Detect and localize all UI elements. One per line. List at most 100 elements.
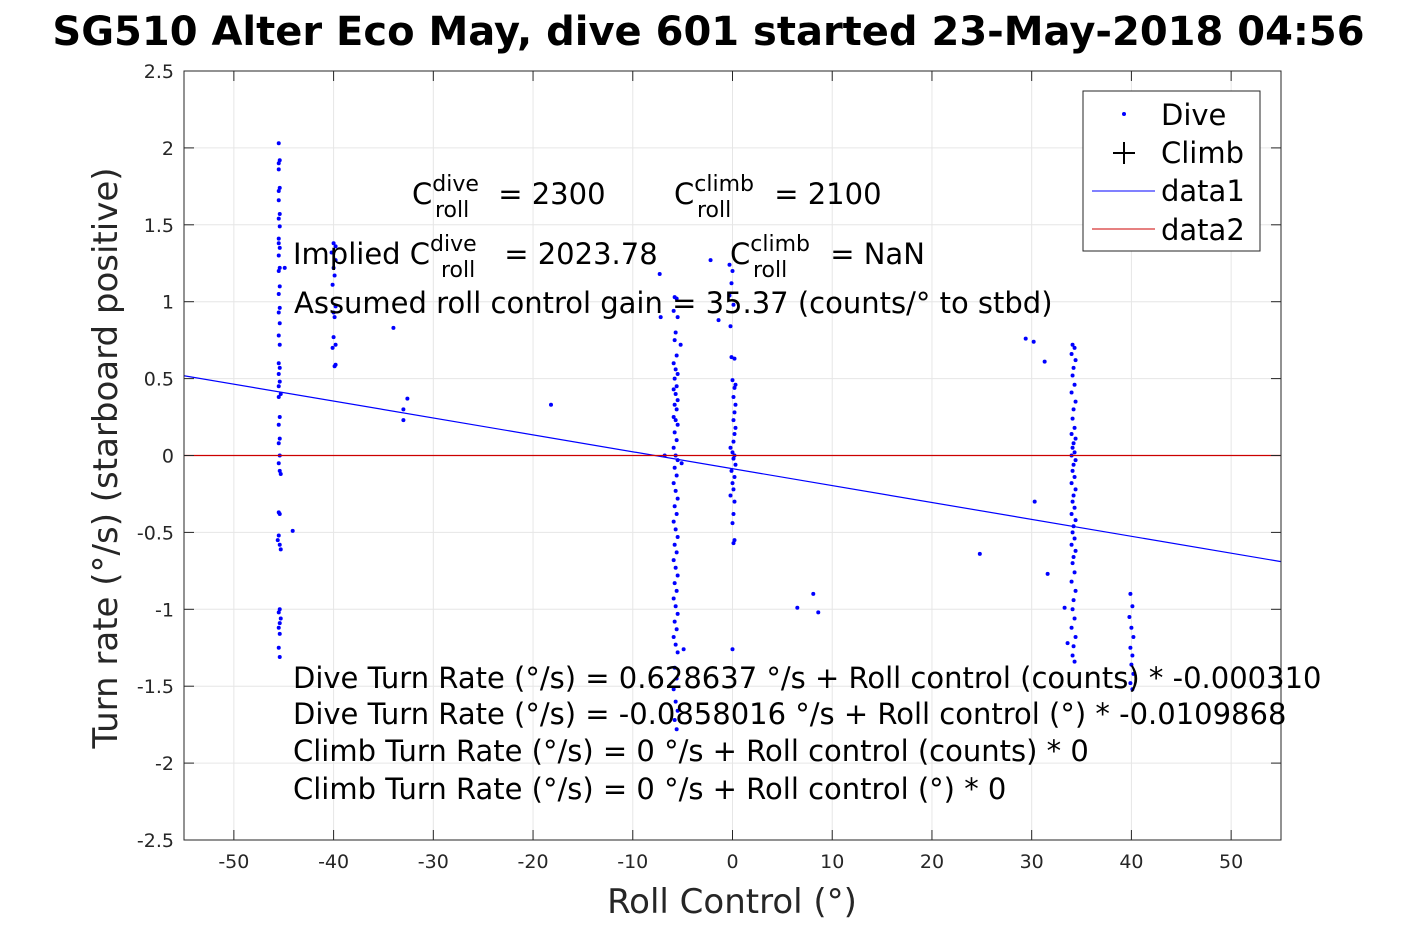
data-point-dive — [671, 415, 676, 420]
data-point-dive — [732, 538, 737, 543]
data-point-dive — [277, 631, 282, 636]
data-point-dive — [672, 402, 677, 407]
data-point-dive — [1069, 431, 1074, 436]
data-point-dive — [1070, 468, 1075, 473]
data-point-dive — [671, 361, 676, 366]
data-point-dive — [731, 418, 736, 423]
data-point-dive — [1069, 579, 1074, 584]
data-point-dive — [733, 425, 738, 430]
data-point-dive — [278, 547, 283, 552]
data-point-dive — [730, 647, 735, 652]
data-point-dive — [1062, 605, 1067, 610]
data-point-dive — [673, 391, 678, 396]
data-point-dive — [391, 325, 396, 330]
data-point-dive — [731, 395, 736, 400]
data-point-dive — [816, 610, 821, 615]
chart-title: SG510 Alter Eco May, dive 601 started 23… — [52, 9, 1364, 55]
data-point-dive — [1071, 407, 1076, 412]
data-point-dive — [1073, 399, 1078, 404]
data-point-dive — [278, 471, 283, 476]
data-point-dive — [795, 605, 800, 610]
data-point-dive — [672, 665, 677, 670]
annotation-equation-dive-counts: Dive Turn Rate (°/s) = 0.628637 °/s + Ro… — [293, 661, 1321, 695]
data-point-dive — [276, 198, 281, 203]
data-point-dive — [278, 391, 283, 396]
data-point-dive — [673, 418, 678, 423]
data-point-dive — [331, 310, 336, 315]
data-point-dive — [1031, 339, 1036, 344]
data-point-dive — [675, 573, 680, 578]
tick-marks — [184, 70, 1281, 841]
data-point-dive — [729, 281, 734, 286]
annotation-roll-gain: Assumed roll control gain = 35.37 (count… — [294, 286, 1053, 320]
data-point-dive — [732, 410, 737, 415]
data-point-dive — [672, 338, 677, 343]
data-point-dive — [1032, 499, 1037, 504]
data-point-dive — [277, 365, 282, 370]
data-point-dive — [674, 511, 679, 516]
data-point-dive — [1071, 493, 1076, 498]
data-point-dive — [671, 687, 676, 692]
data-point-dive — [1045, 571, 1050, 576]
data-point-dive — [333, 258, 338, 263]
data-point-dive — [671, 634, 676, 639]
data-point-dive — [729, 468, 734, 473]
data-point-dive — [276, 645, 281, 650]
data-point-dive — [977, 551, 982, 556]
data-point-dive — [1069, 390, 1074, 395]
legend-label-data2: data2 — [1161, 213, 1245, 247]
data-point-dive — [732, 431, 737, 436]
data-point-dive — [1072, 616, 1077, 621]
data-point-dive — [732, 356, 737, 361]
data-point-dive — [1070, 373, 1075, 378]
data-point-dive — [674, 438, 679, 443]
data-point-dive — [673, 488, 678, 493]
data-point-dive — [276, 292, 281, 297]
data-point-dive — [731, 541, 736, 546]
x-tick-label: -20 — [518, 851, 549, 873]
data-point-dive — [675, 422, 680, 427]
annotation-equation-climb-counts: Climb Turn Rate (°/s) = 0 °/s + Roll con… — [293, 734, 1089, 768]
data-point-dive — [277, 265, 282, 270]
data-point-dive — [1072, 536, 1077, 541]
y-tick-label: -2 — [155, 753, 174, 775]
data-point-dive — [1073, 458, 1078, 463]
data-point-dive — [1069, 625, 1074, 630]
data-point-dive — [1073, 436, 1078, 441]
data-point-dive — [1072, 382, 1077, 387]
data-point-dive — [1071, 598, 1076, 603]
data-point-dive — [1070, 607, 1075, 612]
x-tick-label: 20 — [920, 851, 944, 873]
data-point-dive — [708, 258, 713, 263]
data-point-dive — [333, 342, 338, 347]
data-point-dive — [1023, 336, 1028, 341]
data-point-dive — [276, 310, 281, 315]
data-point-dive — [276, 395, 281, 400]
data-point-dive — [729, 355, 734, 360]
data-point-dive — [276, 216, 281, 221]
data-point-dive — [730, 521, 735, 526]
data-point-dive — [1073, 548, 1078, 553]
data-point-dive — [276, 610, 281, 615]
data-point-dive — [728, 324, 733, 329]
data-point-dive — [277, 158, 282, 163]
data-point-dive — [1070, 499, 1075, 504]
y-tick-label: 2.5 — [144, 61, 174, 83]
data-layer — [183, 141, 1282, 732]
legend-label-data1: data1 — [1161, 174, 1245, 208]
data-point-dive — [671, 558, 676, 563]
data-point-dive — [331, 335, 336, 340]
data-point-dive — [332, 315, 337, 320]
data-point-dive — [675, 371, 680, 376]
legend-marker-dive — [1122, 112, 1126, 116]
data-point-dive — [331, 241, 336, 246]
data-point-dive — [678, 342, 683, 347]
data-point-dive — [1072, 475, 1077, 480]
annotation-c-roll-dive: Cdive roll = 2300 — [412, 172, 606, 223]
data-point-dive — [730, 450, 735, 455]
y-tick-label: -2.5 — [137, 830, 174, 852]
data-point-dive — [731, 439, 736, 444]
legend-marker-climb — [1113, 142, 1135, 164]
x-tick-label: -40 — [318, 851, 349, 873]
